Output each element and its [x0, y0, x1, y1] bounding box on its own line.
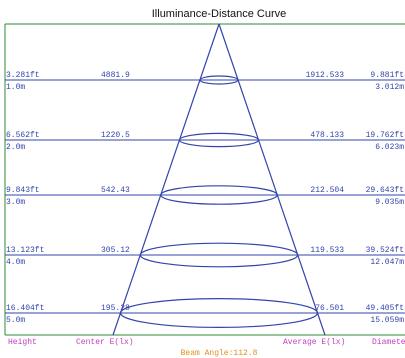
- height-axis-label: Height: [8, 338, 37, 347]
- diameter-m-label: 15.059m: [370, 316, 404, 325]
- average-illuminance-label: 76.501: [315, 304, 344, 313]
- center-illuminance-label: 4881.9: [101, 71, 130, 80]
- center-illuminance-label: 1220.5: [101, 131, 130, 140]
- average-illuminance-label: 212.504: [310, 186, 344, 195]
- diameter-m-label: 9.035m: [375, 198, 404, 207]
- distance-rows: 3.281ft 1.0m 4881.9 1912.533 9.881ft 3.012m 6.…: [5, 71, 405, 329]
- diameter-ft-label: 49.405ft: [366, 304, 404, 313]
- chart-title: Illuminance-Distance Curve: [152, 8, 287, 20]
- height-ft-label: 6.562ft: [6, 131, 40, 140]
- diameter-axis-label: Diamete: [372, 338, 405, 347]
- distance-row: 16.404ft 5.0m 195.28 76.501 49.405ft 15.059m: [5, 298, 405, 329]
- average-illuminance-label: 478.133: [310, 131, 344, 140]
- center-axis-label: Center E(lx): [76, 338, 134, 347]
- beam-spot-ellipse: [139, 242, 299, 268]
- beam-cone: [112, 23, 326, 336]
- height-m-label: 5.0m: [6, 316, 25, 325]
- distance-row: 9.843ft 3.0m 542.43 212.504 29.643ft 9.035m: [5, 185, 405, 207]
- distance-row: 6.562ft 2.0m 1220.5 478.133 19.762ft 6.023m: [5, 131, 405, 152]
- beam-spot-ellipse: [178, 132, 260, 148]
- diameter-m-label: 12.047m: [370, 258, 404, 267]
- height-m-label: 3.0m: [6, 198, 25, 207]
- beam-spot-ellipse: [199, 75, 239, 85]
- distance-row: 3.281ft 1.0m 4881.9 1912.533 9.881ft 3.012m: [5, 71, 405, 92]
- beam-angle-label: Beam Angle:112.8: [181, 349, 258, 358]
- diameter-m-label: 6.023m: [375, 143, 404, 152]
- average-illuminance-label: 119.533: [310, 246, 344, 255]
- height-ft-label: 16.404ft: [6, 304, 44, 313]
- axis-name-labels: Height Center E(lx) Average E(lx) Diamet…: [8, 338, 405, 347]
- diameter-m-label: 3.012m: [375, 83, 404, 92]
- height-ft-label: 3.281ft: [6, 71, 40, 80]
- plot-frame: [4, 23, 405, 336]
- center-illuminance-label: 195.28: [101, 304, 130, 313]
- diameter-ft-label: 19.762ft: [366, 131, 404, 140]
- height-ft-label: 9.843ft: [6, 186, 40, 195]
- cone-left-edge: [112, 23, 220, 336]
- diameter-ft-label: 39.524ft: [366, 246, 404, 255]
- average-axis-label: Average E(lx): [283, 338, 345, 347]
- center-illuminance-label: 542.43: [101, 186, 130, 195]
- beam-spot-ellipse: [160, 185, 278, 205]
- diameter-ft-label: 9.881ft: [370, 71, 404, 80]
- height-m-label: 4.0m: [6, 258, 25, 267]
- distance-row: 13.123ft 4.0m 305.12 119.533 39.524ft 12.047m: [5, 242, 405, 268]
- height-m-label: 1.0m: [6, 83, 25, 92]
- center-illuminance-label: 305.12: [101, 246, 130, 255]
- beam-spot-ellipse: [119, 298, 319, 329]
- height-ft-label: 13.123ft: [6, 246, 44, 255]
- cone-right-edge: [218, 23, 326, 336]
- diameter-ft-label: 29.643ft: [366, 186, 404, 195]
- height-m-label: 2.0m: [6, 143, 25, 152]
- average-illuminance-label: 1912.533: [306, 71, 345, 80]
